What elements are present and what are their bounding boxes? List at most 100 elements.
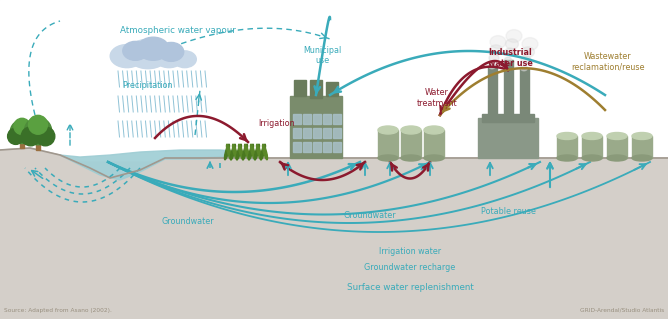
Ellipse shape bbox=[505, 48, 515, 56]
Text: Atmospheric water vapour: Atmospheric water vapour bbox=[120, 26, 236, 35]
Circle shape bbox=[7, 128, 24, 145]
Text: Potable reuse: Potable reuse bbox=[480, 207, 536, 217]
Bar bbox=[313, 128, 321, 138]
Bar bbox=[478, 118, 538, 158]
Text: Precipitation: Precipitation bbox=[123, 80, 173, 90]
Text: Irrigation water: Irrigation water bbox=[379, 248, 441, 256]
Ellipse shape bbox=[123, 41, 148, 60]
Text: Groundwater: Groundwater bbox=[162, 218, 214, 226]
Ellipse shape bbox=[238, 144, 244, 160]
Ellipse shape bbox=[378, 155, 398, 161]
Bar bbox=[290, 96, 342, 158]
Bar bbox=[607, 136, 627, 158]
Ellipse shape bbox=[242, 144, 248, 160]
Bar bbox=[333, 128, 341, 138]
Ellipse shape bbox=[226, 144, 232, 160]
Bar bbox=[0, 0, 668, 160]
Bar bbox=[313, 142, 321, 152]
Ellipse shape bbox=[154, 47, 184, 68]
Ellipse shape bbox=[489, 54, 499, 62]
Ellipse shape bbox=[401, 126, 421, 134]
Ellipse shape bbox=[424, 155, 444, 161]
Ellipse shape bbox=[504, 57, 512, 63]
Text: Irrigation: Irrigation bbox=[258, 120, 295, 129]
Ellipse shape bbox=[230, 144, 236, 160]
Circle shape bbox=[14, 118, 30, 135]
Circle shape bbox=[29, 115, 47, 134]
Ellipse shape bbox=[127, 39, 169, 69]
Ellipse shape bbox=[424, 126, 444, 134]
Ellipse shape bbox=[250, 144, 256, 160]
Ellipse shape bbox=[521, 56, 531, 64]
Ellipse shape bbox=[632, 155, 652, 161]
Bar bbox=[326, 82, 338, 96]
Circle shape bbox=[20, 128, 36, 145]
Ellipse shape bbox=[261, 144, 265, 160]
Ellipse shape bbox=[401, 155, 421, 161]
Ellipse shape bbox=[557, 155, 577, 161]
Bar bbox=[632, 136, 652, 158]
Polygon shape bbox=[60, 150, 255, 180]
Text: Wastewater
reclamation/reuse: Wastewater reclamation/reuse bbox=[571, 52, 645, 72]
Text: Industrial
water use: Industrial water use bbox=[488, 48, 532, 68]
Bar bbox=[482, 114, 534, 122]
Text: Groundwater recharge: Groundwater recharge bbox=[364, 263, 456, 272]
Text: Water
treatment: Water treatment bbox=[417, 88, 458, 108]
Ellipse shape bbox=[490, 36, 506, 48]
Ellipse shape bbox=[520, 65, 528, 71]
Bar bbox=[293, 114, 301, 124]
Bar bbox=[504, 60, 513, 118]
Bar bbox=[313, 114, 321, 124]
Bar bbox=[333, 114, 341, 124]
Bar bbox=[36, 139, 40, 150]
Ellipse shape bbox=[378, 126, 398, 134]
Ellipse shape bbox=[632, 132, 652, 139]
Ellipse shape bbox=[607, 155, 627, 161]
Bar bbox=[303, 128, 311, 138]
Bar bbox=[323, 128, 331, 138]
Ellipse shape bbox=[255, 144, 260, 160]
Ellipse shape bbox=[582, 155, 602, 161]
Ellipse shape bbox=[263, 144, 267, 160]
Bar bbox=[401, 130, 421, 158]
Bar bbox=[20, 139, 24, 148]
Ellipse shape bbox=[158, 42, 184, 61]
Ellipse shape bbox=[488, 63, 496, 69]
Ellipse shape bbox=[506, 30, 522, 42]
Text: GRID-Arendal/Studio Atlantis: GRID-Arendal/Studio Atlantis bbox=[580, 308, 664, 313]
Bar bbox=[333, 142, 341, 152]
Bar bbox=[303, 142, 311, 152]
Bar bbox=[293, 128, 301, 138]
Text: Surface water replenishment: Surface water replenishment bbox=[347, 284, 474, 293]
Ellipse shape bbox=[232, 144, 238, 160]
Bar bbox=[378, 130, 398, 158]
Ellipse shape bbox=[138, 37, 169, 60]
Ellipse shape bbox=[607, 132, 627, 139]
Text: Groundwater: Groundwater bbox=[344, 211, 396, 219]
Bar bbox=[293, 142, 301, 152]
Ellipse shape bbox=[248, 144, 254, 160]
Ellipse shape bbox=[173, 51, 196, 68]
Ellipse shape bbox=[236, 144, 242, 160]
Ellipse shape bbox=[557, 132, 577, 139]
Bar bbox=[424, 130, 444, 158]
Circle shape bbox=[10, 120, 33, 144]
Bar bbox=[488, 66, 497, 118]
Bar bbox=[294, 80, 306, 96]
Ellipse shape bbox=[490, 45, 502, 55]
Ellipse shape bbox=[522, 47, 534, 57]
Text: Municipal
use: Municipal use bbox=[303, 46, 341, 65]
Ellipse shape bbox=[506, 39, 518, 49]
Ellipse shape bbox=[522, 38, 538, 50]
Ellipse shape bbox=[110, 45, 144, 68]
Circle shape bbox=[36, 127, 55, 146]
Bar bbox=[323, 114, 331, 124]
Ellipse shape bbox=[257, 144, 262, 160]
Circle shape bbox=[24, 117, 51, 145]
Bar bbox=[520, 68, 529, 118]
Text: Source: Adapted from Asano (2002).: Source: Adapted from Asano (2002). bbox=[4, 308, 112, 313]
Polygon shape bbox=[0, 148, 668, 319]
Bar bbox=[303, 114, 311, 124]
Bar bbox=[310, 80, 322, 98]
Ellipse shape bbox=[224, 144, 230, 160]
